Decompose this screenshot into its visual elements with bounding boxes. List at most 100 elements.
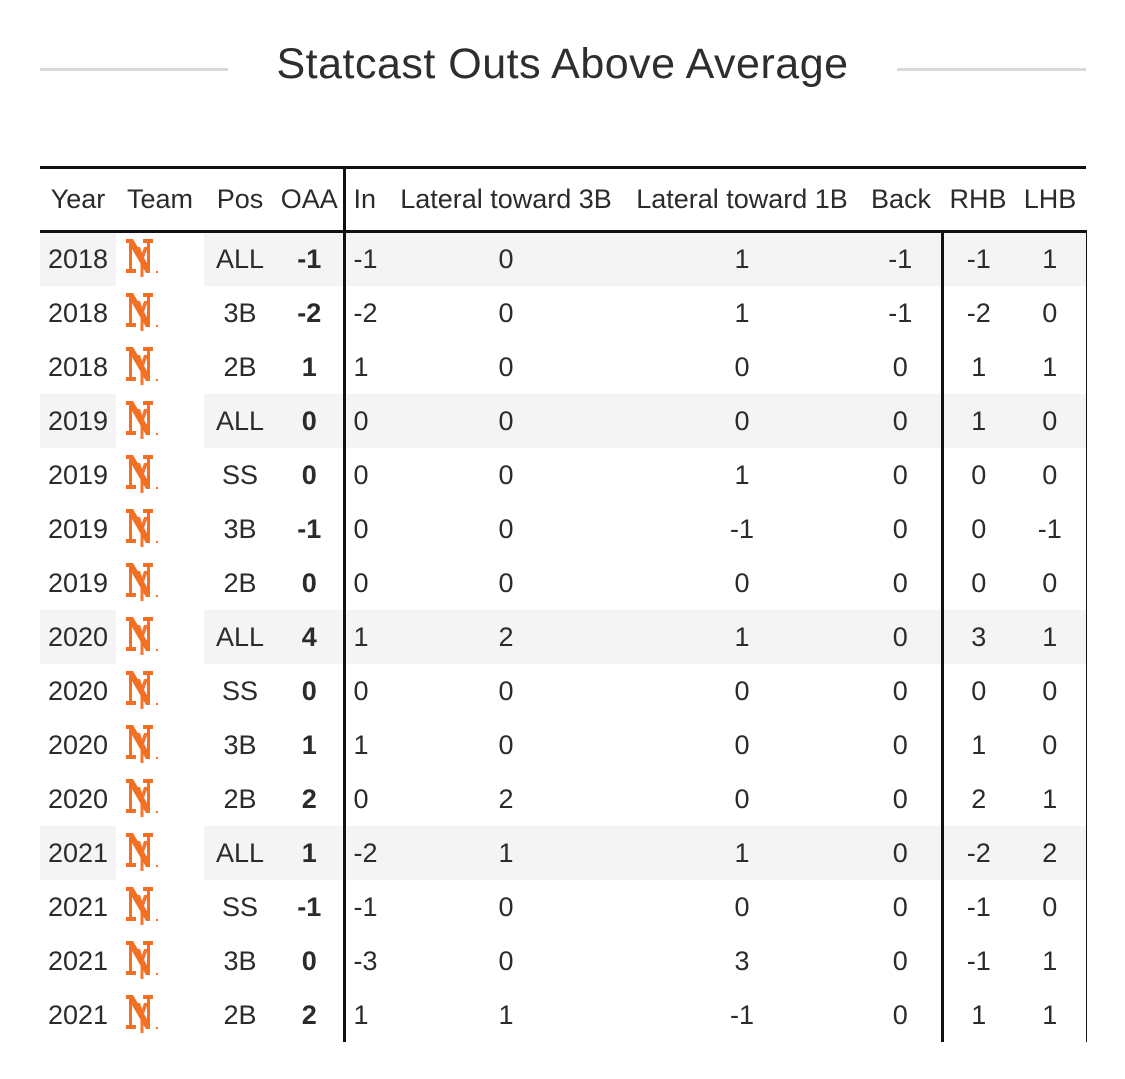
lhb-cell: 0: [1014, 880, 1087, 934]
year-cell: 2019: [40, 394, 116, 448]
in-cell: 0: [342, 772, 388, 826]
table-row: 2019 2B 0 0 0 0 0 0 0: [40, 556, 1087, 610]
header-back[interactable]: Back: [860, 166, 942, 233]
pos-cell: ALL: [204, 394, 276, 448]
oaa-cell: 0: [276, 394, 344, 448]
mets-ny-logo-icon: [122, 341, 162, 394]
lhb-cell: 0: [1014, 286, 1087, 340]
back-cell: 0: [860, 394, 942, 448]
lateral-1b-cell: 0: [734, 675, 750, 706]
year-cell: 2020: [47, 675, 109, 706]
rhb-cell: 2: [940, 772, 1014, 826]
lhb-cell: 1: [1014, 988, 1087, 1042]
back-cell: 0: [892, 999, 908, 1030]
header-year[interactable]: Year: [40, 166, 116, 233]
header-lateral-3b[interactable]: Lateral toward 3B: [388, 166, 624, 233]
year-cell: 2021: [47, 891, 109, 922]
lhb-cell: 1: [1014, 610, 1087, 664]
pos-cell: SS: [221, 459, 259, 490]
lateral-1b-cell: 1: [624, 231, 860, 286]
table-row: 2020 2B 2 0 2 0 0 2 1: [40, 772, 1087, 826]
back-cell: 0: [860, 610, 942, 664]
mets-ny-logo-icon: [122, 989, 162, 1042]
oaa-cell: 2: [301, 999, 317, 1030]
table-header-row: Year Team Pos OAA In Lateral toward 3B L…: [40, 166, 1086, 233]
mets-ny-logo-icon: [122, 503, 162, 556]
table-row: 2018 2B 1 1 0 0 0 1 1: [40, 340, 1087, 394]
lateral-1b-cell: 0: [624, 394, 860, 448]
mets-ny-logo-icon: [122, 611, 162, 664]
title-rule-right: [897, 68, 1086, 71]
header-lateral-1b[interactable]: Lateral toward 1B: [624, 166, 860, 233]
header-pos[interactable]: Pos: [204, 166, 276, 233]
in-cell: 0: [342, 394, 388, 448]
table-row: 2019 3B -1 0 0 -1 0 0 -1: [40, 502, 1087, 556]
mets-ny-logo-icon: [122, 827, 162, 880]
table-body: 2018 ALL -1 -1 0 1 -1 -1 1 2018 3B -2 -2…: [40, 231, 1087, 1042]
table-row: 2020 3B 1 1 0 0 0 1 0: [40, 718, 1087, 772]
pos-cell: 3B: [223, 297, 257, 328]
year-cell: 2021: [40, 826, 116, 880]
back-cell: 0: [892, 783, 908, 814]
title-rule-left: [40, 68, 228, 71]
mets-ny-logo-icon: [122, 287, 162, 340]
team-cell: [116, 502, 204, 556]
back-cell: 0: [860, 826, 942, 880]
back-cell: 0: [892, 729, 908, 760]
pos-cell: SS: [221, 891, 259, 922]
header-team[interactable]: Team: [116, 166, 204, 233]
in-cell: 0: [342, 448, 388, 502]
rhb-cell: 1: [940, 340, 1014, 394]
table-row: 2021 SS -1 -1 0 0 0 -1 0: [40, 880, 1087, 934]
back-cell: 0: [892, 945, 908, 976]
lateral-3b-cell: 0: [388, 231, 624, 286]
oaa-cell: 1: [301, 729, 317, 760]
oaa-cell: 1: [276, 826, 344, 880]
pos-cell: 3B: [223, 513, 257, 544]
back-cell: -1: [888, 297, 913, 328]
header-lhb[interactable]: LHB: [1014, 166, 1086, 233]
back-cell: 0: [892, 459, 908, 490]
lateral-1b-cell: 1: [734, 297, 750, 328]
lateral-1b-cell: -1: [729, 999, 754, 1030]
year-cell: 2018: [40, 231, 116, 286]
table-row: 2019 ALL 0 0 0 0 0 1 0: [40, 394, 1087, 448]
lhb-cell: 1: [1014, 934, 1087, 988]
team-cell: [116, 448, 204, 502]
in-cell: 1: [342, 340, 388, 394]
lateral-1b-cell: 0: [734, 567, 750, 598]
team-cell: [116, 664, 204, 718]
back-cell: -1: [860, 231, 942, 286]
table-row: 2021 3B 0 -3 0 3 0 -1 1: [40, 934, 1087, 988]
in-cell: 1: [342, 718, 388, 772]
oaa-cell: 0: [301, 459, 317, 490]
rhb-cell: 1: [940, 988, 1014, 1042]
mets-ny-logo-icon: [122, 881, 162, 934]
mets-ny-logo-icon: [122, 233, 162, 286]
team-cell: [116, 340, 204, 394]
pos-cell: ALL: [204, 231, 276, 286]
rhb-cell: 0: [940, 664, 1014, 718]
team-cell: [116, 556, 204, 610]
pos-cell: 2B: [223, 351, 257, 382]
pos-cell: 2B: [223, 567, 257, 598]
oaa-cell: -2: [297, 297, 322, 328]
table-row: 2020 ALL 4 1 2 1 0 3 1: [40, 610, 1087, 664]
table-row: 2020 SS 0 0 0 0 0 0 0: [40, 664, 1087, 718]
pos-cell: 2B: [223, 999, 257, 1030]
team-cell: [116, 610, 204, 664]
rhb-cell: 0: [940, 556, 1014, 610]
in-cell: 1: [342, 610, 388, 664]
header-in[interactable]: In: [342, 166, 388, 233]
lhb-cell: 1: [1014, 231, 1087, 286]
header-rhb[interactable]: RHB: [942, 166, 1014, 233]
header-oaa[interactable]: OAA: [276, 166, 344, 233]
mets-ny-logo-icon: [122, 935, 162, 988]
pos-cell: 3B: [223, 945, 257, 976]
oaa-cell: 1: [301, 351, 317, 382]
lateral-3b-cell: 0: [498, 891, 514, 922]
back-cell: 0: [892, 891, 908, 922]
oaa-cell: 2: [301, 783, 317, 814]
team-cell: [116, 286, 204, 340]
lhb-cell: 2: [1014, 826, 1087, 880]
